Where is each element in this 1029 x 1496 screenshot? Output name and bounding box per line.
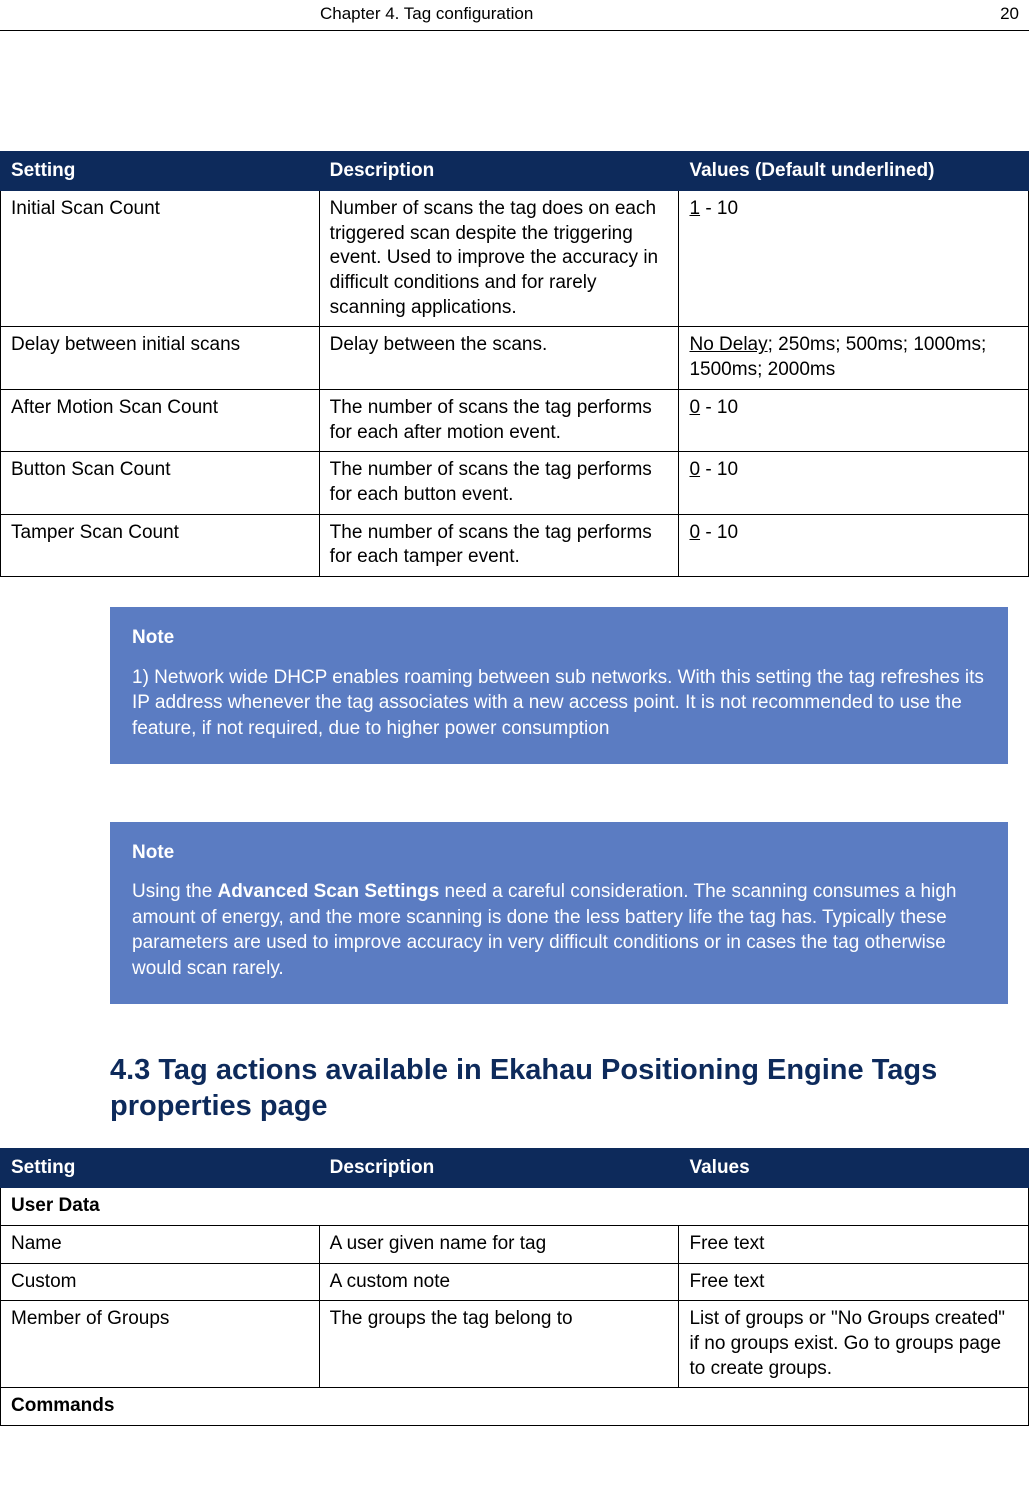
default-value: 0: [689, 397, 700, 418]
section-commands: Commands: [1, 1388, 1029, 1426]
cell-description: Delay between the scans.: [319, 327, 679, 389]
cell-setting: Initial Scan Count: [1, 191, 320, 327]
cell-setting: Tamper Scan Count: [1, 514, 320, 576]
cell-values: 1 - 10: [679, 191, 1029, 327]
tag-actions-table: Setting Description Values User Data Nam…: [0, 1148, 1029, 1426]
col-values: Values (Default underlined): [679, 152, 1029, 191]
section-heading: 4.3 Tag actions available in Ekahau Posi…: [110, 1052, 1010, 1125]
scan-settings-table: Setting Description Values (Default unde…: [0, 151, 1029, 577]
note-title: Note: [132, 625, 986, 651]
cell-description: The number of scans the tag performs for…: [319, 452, 679, 514]
section-user-data: User Data: [1, 1188, 1029, 1226]
cell-values: Free text: [679, 1263, 1029, 1301]
chapter-title: Chapter 4. Tag configuration: [320, 4, 533, 24]
note-body: 1) Network wide DHCP enables roaming bet…: [132, 665, 986, 742]
cell-values: List of groups or "No Groups created" if…: [679, 1301, 1029, 1388]
table-row: Tamper Scan Count The number of scans th…: [1, 514, 1029, 576]
note-bold: Advanced Scan Settings: [218, 881, 440, 902]
note-body: Using the Advanced Scan Settings need a …: [132, 879, 986, 982]
table-row: Delay between initial scans Delay betwee…: [1, 327, 1029, 389]
cell-setting: After Motion Scan Count: [1, 389, 320, 451]
table-section-row: User Data: [1, 1188, 1029, 1226]
cell-values: No Delay; 250ms; 500ms; 1000ms; 1500ms; …: [679, 327, 1029, 389]
default-value: 0: [689, 459, 700, 480]
value-rest: - 10: [700, 397, 738, 418]
cell-setting: Button Scan Count: [1, 452, 320, 514]
default-value: 0: [689, 522, 700, 543]
page: Chapter 4. Tag configuration 20 Setting …: [0, 0, 1029, 1426]
col-description: Description: [319, 152, 679, 191]
cell-description: The groups the tag belong to: [319, 1301, 679, 1388]
cell-description: Number of scans the tag does on each tri…: [319, 191, 679, 327]
table-header-row: Setting Description Values (Default unde…: [1, 152, 1029, 191]
table-row: After Motion Scan Count The number of sc…: [1, 389, 1029, 451]
cell-setting: Member of Groups: [1, 1301, 320, 1388]
cell-values: Free text: [679, 1225, 1029, 1263]
value-rest: - 10: [700, 459, 738, 480]
value-rest: - 10: [700, 522, 738, 543]
col-description: Description: [319, 1149, 679, 1188]
note-pre: Using the: [132, 881, 218, 902]
cell-setting: Custom: [1, 1263, 320, 1301]
cell-description: A user given name for tag: [319, 1225, 679, 1263]
cell-values: 0 - 10: [679, 389, 1029, 451]
cell-description: The number of scans the tag performs for…: [319, 389, 679, 451]
table-row: Initial Scan Count Number of scans the t…: [1, 191, 1029, 327]
page-number: 20: [979, 4, 1019, 24]
table-section-row: Commands: [1, 1388, 1029, 1426]
cell-setting: Delay between initial scans: [1, 327, 320, 389]
table-row: Custom A custom note Free text: [1, 1263, 1029, 1301]
page-header: Chapter 4. Tag configuration 20: [0, 0, 1029, 31]
cell-description: The number of scans the tag performs for…: [319, 514, 679, 576]
note-advanced-scan: Note Using the Advanced Scan Settings ne…: [110, 822, 1008, 1004]
default-value: No Delay: [689, 334, 767, 355]
cell-values: 0 - 10: [679, 452, 1029, 514]
table-header-row: Setting Description Values: [1, 1149, 1029, 1188]
value-rest: - 10: [700, 198, 738, 219]
col-setting: Setting: [1, 152, 320, 191]
table-row: Name A user given name for tag Free text: [1, 1225, 1029, 1263]
table-row: Button Scan Count The number of scans th…: [1, 452, 1029, 514]
table-row: Member of Groups The groups the tag belo…: [1, 1301, 1029, 1388]
cell-setting: Name: [1, 1225, 320, 1263]
cell-values: 0 - 10: [679, 514, 1029, 576]
note-dhcp: Note 1) Network wide DHCP enables roamin…: [110, 607, 1008, 764]
cell-description: A custom note: [319, 1263, 679, 1301]
col-values: Values: [679, 1149, 1029, 1188]
note-title: Note: [132, 840, 986, 866]
col-setting: Setting: [1, 1149, 320, 1188]
default-value: 1: [689, 198, 700, 219]
